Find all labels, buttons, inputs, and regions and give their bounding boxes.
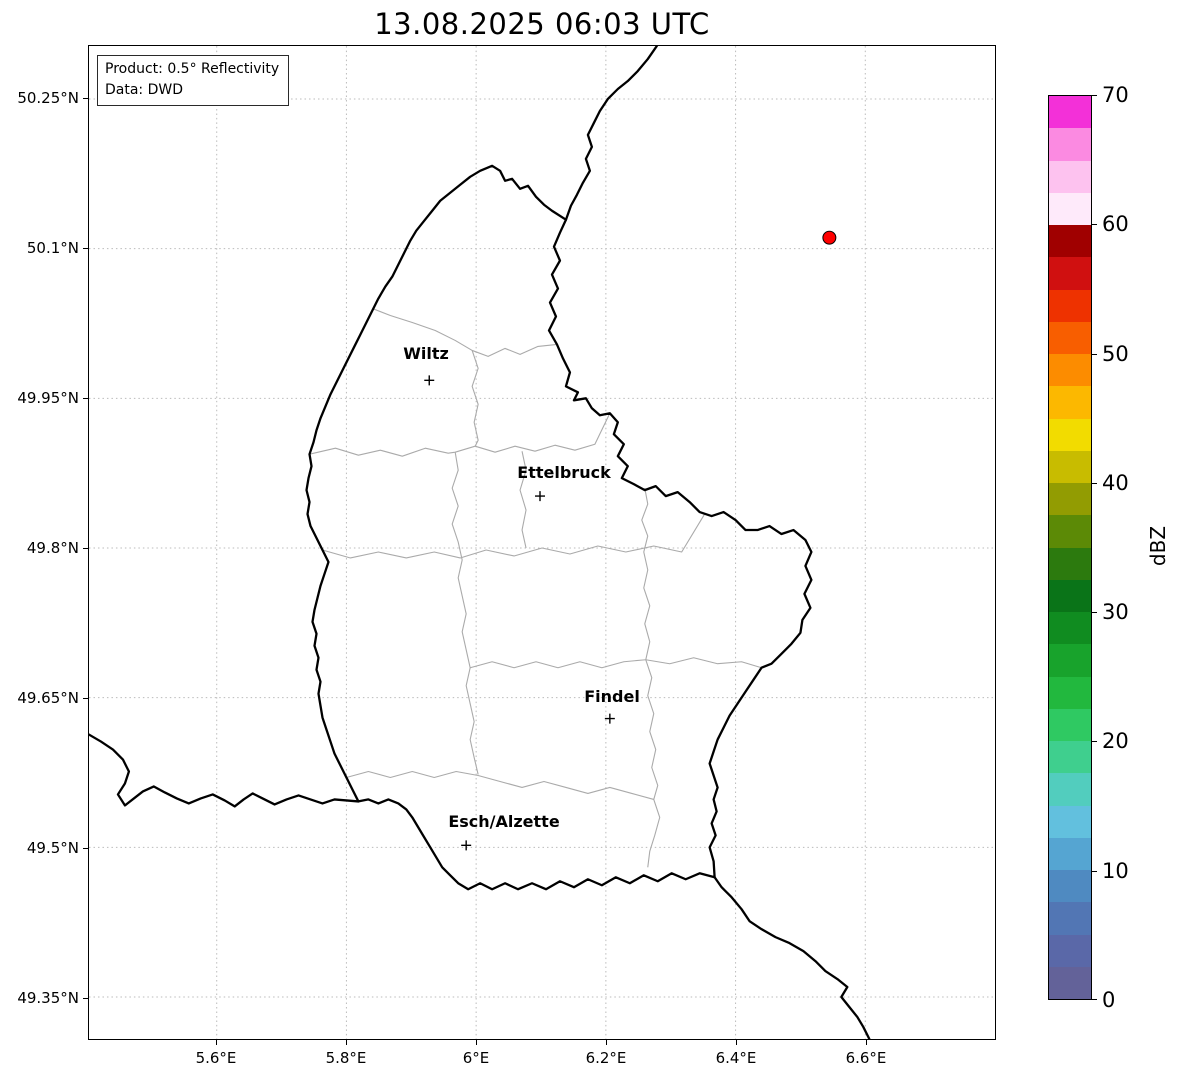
colorbar-segment [1049,483,1091,516]
x-tick-mark [476,1040,477,1045]
city-markers [424,375,615,851]
colorbar-segment [1049,160,1091,193]
city-marker-findel [604,713,615,724]
border-luxembourg [305,164,813,891]
y-tick-mark [83,698,88,699]
y-tick-mark [83,548,88,549]
colorbar-segment [1049,192,1091,225]
colorbar-segment [1049,773,1091,806]
x-tick-label: 6.6°E [845,1049,887,1067]
colorbar-tick-label: 10 [1102,859,1129,883]
colorbar-tick-mark [1092,999,1097,1000]
x-tick-label: 5.6°E [195,1049,237,1067]
colorbar-tick-label: 30 [1102,600,1129,624]
y-tick-label: 50.1°N [26,239,79,257]
colorbar-tick-mark [1092,483,1097,484]
colorbar-segment [1049,708,1091,741]
colorbar-segment [1049,386,1091,419]
x-tick-label: 5.8°E [325,1049,367,1067]
colorbar-tick-mark [1092,612,1097,613]
border-belgium-germany [564,46,658,221]
colorbar-segment [1049,902,1091,935]
y-tick-mark [83,248,88,249]
city-marker-esch [461,840,472,851]
colorbar-segment [1049,547,1091,580]
radar-site-dot [822,230,837,245]
colorbar-segment [1049,644,1091,677]
y-tick-mark [83,848,88,849]
x-tick-label: 6°E [462,1049,490,1067]
y-tick-label: 49.5°N [26,839,79,857]
colorbar-segment [1049,870,1091,903]
border-france-germany [713,876,871,1039]
city-label-wiltz: Wiltz [403,344,449,363]
x-tick-mark [346,1040,347,1045]
colorbar-segment [1049,515,1091,548]
y-tick-mark [83,998,88,999]
country-borders [89,46,871,1039]
x-tick-mark [216,1040,217,1045]
colorbar-tick-label: 20 [1102,729,1129,753]
colorbar-segment [1049,128,1091,161]
colorbar-segment [1049,418,1091,451]
colorbar-segment [1049,741,1091,774]
y-tick-label: 49.65°N [17,689,79,707]
colorbar-tick-mark [1092,871,1097,872]
x-tick-mark [606,1040,607,1045]
colorbar-segment [1049,805,1091,838]
colorbar-tick-mark [1092,224,1097,225]
city-marker-ettelbruck [535,491,545,502]
colorbar-segment [1049,257,1091,290]
map-plot: Product: 0.5° Reflectivity Data: DWD Wil… [88,45,996,1040]
colorbar-tick-label: 60 [1102,212,1129,236]
y-tick-label: 49.95°N [17,389,79,407]
canton-borders [309,308,762,868]
product-info-box: Product: 0.5° Reflectivity Data: DWD [97,55,290,106]
colorbar-segment [1049,450,1091,483]
colorbar-tick-label: 50 [1102,342,1129,366]
y-tick-label: 49.8°N [26,539,79,557]
map-svg [89,46,995,1039]
y-tick-label: 49.35°N [17,989,79,1007]
colorbar-segment [1049,837,1091,870]
colorbar-tick-mark [1092,741,1097,742]
product-label: Product: 0.5° Reflectivity [105,61,280,77]
colorbar-segment [1049,321,1091,354]
city-label-esch: Esch/Alzette [448,812,560,831]
colorbar-segment [1049,225,1091,258]
city-label-ettelbruck: Ettelbruck [517,463,611,482]
colorbar-segment [1049,612,1091,645]
city-label-findel: Findel [584,687,640,706]
colorbar-tick-mark [1092,354,1097,355]
colorbar-tick-mark [1092,95,1097,96]
colorbar-segment [1049,676,1091,709]
colorbar-segment [1049,354,1091,387]
x-tick-mark [736,1040,737,1045]
city-marker-wiltz [424,375,435,386]
border-france-belgium [89,733,360,808]
colorbar-tick-label: 0 [1102,988,1116,1012]
x-tick-label: 6.4°E [715,1049,757,1067]
colorbar-segment [1049,966,1091,999]
colorbar-segment [1049,579,1091,612]
x-tick-label: 6.2°E [585,1049,627,1067]
grid-lines [89,46,995,1039]
colorbar-tick-label: 70 [1102,83,1129,107]
colorbar-unit-label: dBZ [1146,525,1170,567]
figure-title: 13.08.2025 06:03 UTC [374,7,710,41]
colorbar-gradient [1048,95,1092,1000]
y-tick-mark [83,98,88,99]
y-tick-mark [83,398,88,399]
colorbar-tick-label: 40 [1102,471,1129,495]
data-source-label: Data: DWD [105,82,183,98]
x-tick-mark [866,1040,867,1045]
colorbar-segment [1049,289,1091,322]
y-tick-label: 50.25°N [17,89,79,107]
colorbar-segment [1049,96,1091,129]
colorbar-segment [1049,934,1091,967]
